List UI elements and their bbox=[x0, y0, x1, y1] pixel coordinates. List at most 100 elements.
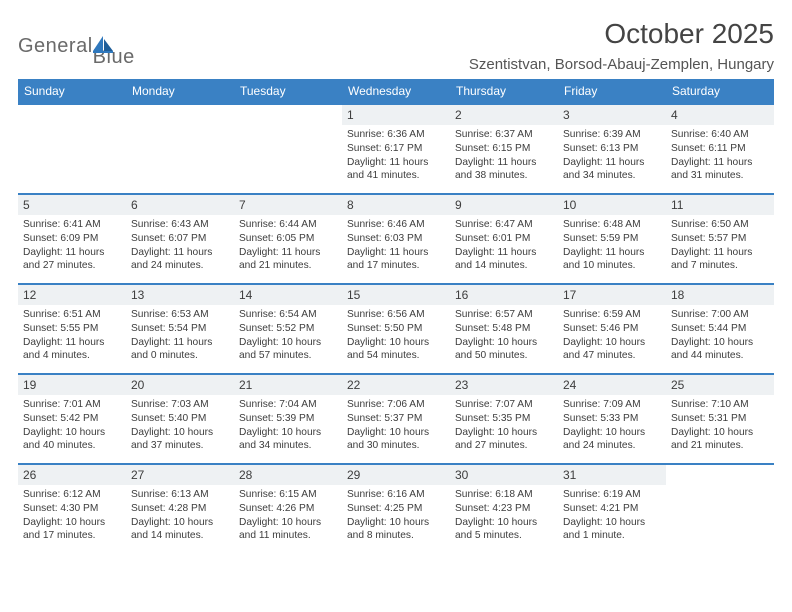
sunset-line: Sunset: 4:26 PM bbox=[239, 502, 337, 516]
sunrise-line: Sunrise: 7:00 AM bbox=[671, 308, 769, 322]
daylight-line: Daylight: 10 hours and 21 minutes. bbox=[671, 426, 769, 454]
day-number: 11 bbox=[666, 195, 774, 215]
calendar-week: 1Sunrise: 6:36 AMSunset: 6:17 PMDaylight… bbox=[18, 103, 774, 193]
day-number: 29 bbox=[342, 465, 450, 485]
calendar-day: 23Sunrise: 7:07 AMSunset: 5:35 PMDayligh… bbox=[450, 375, 558, 463]
weekday-header: Tuesday bbox=[234, 79, 342, 103]
sunrise-line: Sunrise: 6:12 AM bbox=[23, 488, 121, 502]
daylight-line: Daylight: 10 hours and 27 minutes. bbox=[455, 426, 553, 454]
sunrise-line: Sunrise: 7:06 AM bbox=[347, 398, 445, 412]
calendar-week: 5Sunrise: 6:41 AMSunset: 6:09 PMDaylight… bbox=[18, 193, 774, 283]
day-number: 6 bbox=[126, 195, 234, 215]
sunset-line: Sunset: 6:05 PM bbox=[239, 232, 337, 246]
sunset-line: Sunset: 5:33 PM bbox=[563, 412, 661, 426]
calendar-day: 6Sunrise: 6:43 AMSunset: 6:07 PMDaylight… bbox=[126, 195, 234, 283]
day-number: 23 bbox=[450, 375, 558, 395]
calendar-day bbox=[666, 465, 774, 553]
weekday-header: Thursday bbox=[450, 79, 558, 103]
sunrise-line: Sunrise: 6:39 AM bbox=[563, 128, 661, 142]
sunset-line: Sunset: 4:25 PM bbox=[347, 502, 445, 516]
calendar-day: 5Sunrise: 6:41 AMSunset: 6:09 PMDaylight… bbox=[18, 195, 126, 283]
sunrise-line: Sunrise: 7:09 AM bbox=[563, 398, 661, 412]
sunset-line: Sunset: 6:01 PM bbox=[455, 232, 553, 246]
sunrise-line: Sunrise: 6:40 AM bbox=[671, 128, 769, 142]
calendar-day: 1Sunrise: 6:36 AMSunset: 6:17 PMDaylight… bbox=[342, 105, 450, 193]
day-number: 15 bbox=[342, 285, 450, 305]
calendar-day bbox=[18, 105, 126, 193]
sunrise-line: Sunrise: 6:13 AM bbox=[131, 488, 229, 502]
sunset-line: Sunset: 5:40 PM bbox=[131, 412, 229, 426]
sunrise-line: Sunrise: 7:04 AM bbox=[239, 398, 337, 412]
calendar-day: 24Sunrise: 7:09 AMSunset: 5:33 PMDayligh… bbox=[558, 375, 666, 463]
calendar-day: 20Sunrise: 7:03 AMSunset: 5:40 PMDayligh… bbox=[126, 375, 234, 463]
daylight-line: Daylight: 11 hours and 38 minutes. bbox=[455, 156, 553, 184]
sunrise-line: Sunrise: 7:10 AM bbox=[671, 398, 769, 412]
day-number: 18 bbox=[666, 285, 774, 305]
sunset-line: Sunset: 5:55 PM bbox=[23, 322, 121, 336]
day-number: 31 bbox=[558, 465, 666, 485]
weekday-header: Wednesday bbox=[342, 79, 450, 103]
sunrise-line: Sunrise: 6:18 AM bbox=[455, 488, 553, 502]
brand-word1: General bbox=[18, 35, 93, 58]
sunset-line: Sunset: 5:52 PM bbox=[239, 322, 337, 336]
brand-logo: General Blue bbox=[18, 18, 135, 69]
sunrise-line: Sunrise: 7:01 AM bbox=[23, 398, 121, 412]
calendar-day: 13Sunrise: 6:53 AMSunset: 5:54 PMDayligh… bbox=[126, 285, 234, 373]
day-number: 26 bbox=[18, 465, 126, 485]
daylight-line: Daylight: 10 hours and 24 minutes. bbox=[563, 426, 661, 454]
day-number: 1 bbox=[342, 105, 450, 125]
sunset-line: Sunset: 4:28 PM bbox=[131, 502, 229, 516]
calendar-day: 12Sunrise: 6:51 AMSunset: 5:55 PMDayligh… bbox=[18, 285, 126, 373]
day-number: 3 bbox=[558, 105, 666, 125]
day-number: 19 bbox=[18, 375, 126, 395]
day-number: 7 bbox=[234, 195, 342, 215]
daylight-line: Daylight: 11 hours and 24 minutes. bbox=[131, 246, 229, 274]
sunset-line: Sunset: 4:30 PM bbox=[23, 502, 121, 516]
sunrise-line: Sunrise: 6:41 AM bbox=[23, 218, 121, 232]
weekday-header: Friday bbox=[558, 79, 666, 103]
sunset-line: Sunset: 5:39 PM bbox=[239, 412, 337, 426]
sunrise-line: Sunrise: 6:46 AM bbox=[347, 218, 445, 232]
daylight-line: Daylight: 11 hours and 31 minutes. bbox=[671, 156, 769, 184]
daylight-line: Daylight: 11 hours and 21 minutes. bbox=[239, 246, 337, 274]
sunrise-line: Sunrise: 7:07 AM bbox=[455, 398, 553, 412]
sunrise-line: Sunrise: 6:19 AM bbox=[563, 488, 661, 502]
daylight-line: Daylight: 10 hours and 1 minute. bbox=[563, 516, 661, 544]
location-subtitle: Szentistvan, Borsod-Abauj-Zemplen, Hunga… bbox=[469, 56, 774, 73]
calendar-day: 30Sunrise: 6:18 AMSunset: 4:23 PMDayligh… bbox=[450, 465, 558, 553]
header: General Blue October 2025 Szentistvan, B… bbox=[18, 18, 774, 73]
calendar-day: 21Sunrise: 7:04 AMSunset: 5:39 PMDayligh… bbox=[234, 375, 342, 463]
daylight-line: Daylight: 11 hours and 34 minutes. bbox=[563, 156, 661, 184]
sunrise-line: Sunrise: 6:48 AM bbox=[563, 218, 661, 232]
calendar-day: 16Sunrise: 6:57 AMSunset: 5:48 PMDayligh… bbox=[450, 285, 558, 373]
sunset-line: Sunset: 5:50 PM bbox=[347, 322, 445, 336]
day-number: 10 bbox=[558, 195, 666, 215]
sunrise-line: Sunrise: 6:51 AM bbox=[23, 308, 121, 322]
sunrise-line: Sunrise: 6:36 AM bbox=[347, 128, 445, 142]
sunrise-line: Sunrise: 6:44 AM bbox=[239, 218, 337, 232]
calendar-day: 26Sunrise: 6:12 AMSunset: 4:30 PMDayligh… bbox=[18, 465, 126, 553]
day-number: 4 bbox=[666, 105, 774, 125]
day-number: 14 bbox=[234, 285, 342, 305]
calendar-day bbox=[126, 105, 234, 193]
calendar-day: 4Sunrise: 6:40 AMSunset: 6:11 PMDaylight… bbox=[666, 105, 774, 193]
daylight-line: Daylight: 11 hours and 41 minutes. bbox=[347, 156, 445, 184]
sunset-line: Sunset: 5:37 PM bbox=[347, 412, 445, 426]
daylight-line: Daylight: 10 hours and 8 minutes. bbox=[347, 516, 445, 544]
daylight-line: Daylight: 11 hours and 14 minutes. bbox=[455, 246, 553, 274]
day-number: 8 bbox=[342, 195, 450, 215]
day-number: 20 bbox=[126, 375, 234, 395]
sunrise-line: Sunrise: 6:16 AM bbox=[347, 488, 445, 502]
daylight-line: Daylight: 11 hours and 17 minutes. bbox=[347, 246, 445, 274]
day-number: 17 bbox=[558, 285, 666, 305]
daylight-line: Daylight: 11 hours and 4 minutes. bbox=[23, 336, 121, 364]
daylight-line: Daylight: 10 hours and 40 minutes. bbox=[23, 426, 121, 454]
calendar-day: 9Sunrise: 6:47 AMSunset: 6:01 PMDaylight… bbox=[450, 195, 558, 283]
sunrise-line: Sunrise: 7:03 AM bbox=[131, 398, 229, 412]
calendar-day: 25Sunrise: 7:10 AMSunset: 5:31 PMDayligh… bbox=[666, 375, 774, 463]
daylight-line: Daylight: 10 hours and 34 minutes. bbox=[239, 426, 337, 454]
day-number: 27 bbox=[126, 465, 234, 485]
sunset-line: Sunset: 5:48 PM bbox=[455, 322, 553, 336]
day-number: 16 bbox=[450, 285, 558, 305]
sunset-line: Sunset: 5:46 PM bbox=[563, 322, 661, 336]
